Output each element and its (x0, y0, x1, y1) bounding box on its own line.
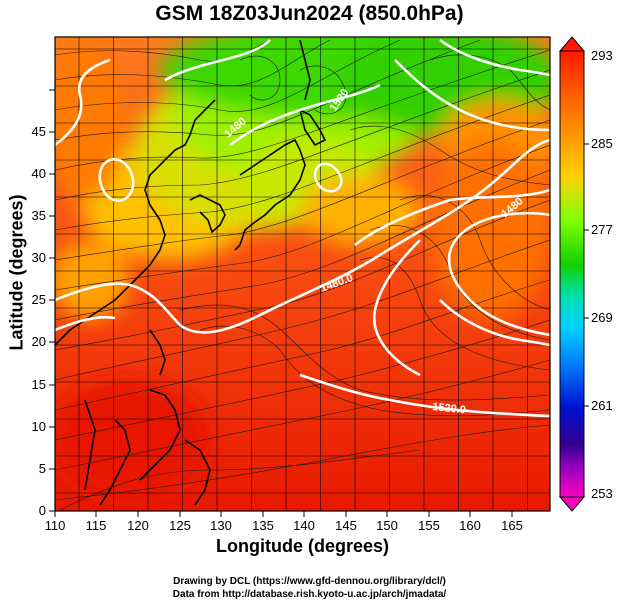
credit-drawing: Drawing by DCL (https://www.gfd-dennou.o… (173, 576, 446, 587)
streamlines (55, 39, 550, 511)
map-frame (54, 36, 551, 512)
x-tick-labels: 110 115 120 125 130 135 140 145 150 155 … (45, 518, 523, 533)
colorbar-label: 253 (591, 486, 613, 501)
x-tick-label: 165 (501, 518, 523, 533)
y-tick-label: 0 (39, 503, 46, 518)
y-tick-label: 10 (32, 419, 46, 434)
colorbar-label: 285 (591, 136, 613, 151)
colorbar-top-arrow (558, 36, 586, 52)
y-tick-label: 15 (32, 377, 46, 392)
x-tick-label: 115 (86, 518, 107, 533)
axis-ticks (49, 89, 513, 517)
x-tick-label: 150 (376, 518, 398, 533)
colorbar-label: 269 (591, 310, 613, 325)
y-tick-label: 20 (32, 334, 46, 349)
x-tick-label: 160 (459, 518, 481, 533)
colorbar-bottom-arrow (558, 496, 586, 512)
contour-label: 1520.0 (432, 401, 467, 416)
y-axis-label: Latitude (degrees) (6, 194, 27, 351)
x-tick-label: 110 (45, 518, 66, 533)
x-tick-label: 155 (418, 518, 440, 533)
colorbar: 293 285 277 269 261 253 (558, 36, 613, 512)
y-tick-label: 30 (32, 250, 46, 265)
y-tick-label: 40 (32, 166, 46, 181)
x-tick-label: 130 (210, 518, 232, 533)
x-axis-label: Longitude (degrees) (215, 536, 389, 556)
colorbar-label: 261 (591, 398, 613, 413)
x-tick-label: 140 (293, 518, 315, 533)
colorbar-label: 277 (591, 222, 613, 237)
x-tick-label: 135 (252, 518, 274, 533)
y-tick-label: 35 (32, 208, 46, 223)
colorbar-label: 293 (591, 48, 613, 63)
x-tick-label: 145 (335, 518, 357, 533)
contour-lines (55, 38, 550, 418)
colorbar-scale (559, 50, 585, 498)
temperature-field (55, 37, 550, 511)
map-title: GSM 18Z03Jun2024 (850.0hPa) (155, 2, 464, 25)
credit-data-source: Data from http://database.rish.kyoto-u.a… (172, 589, 447, 600)
y-tick-label: 5 (39, 461, 46, 476)
y-tick-labels: 0 5 10 15 20 25 30 35 40 45 (32, 124, 46, 518)
y-tick-label: 25 (32, 292, 46, 307)
y-tick-label: 45 (32, 124, 46, 139)
coastlines (55, 39, 327, 506)
x-tick-label: 120 (127, 518, 149, 533)
x-tick-label: 125 (169, 518, 191, 533)
